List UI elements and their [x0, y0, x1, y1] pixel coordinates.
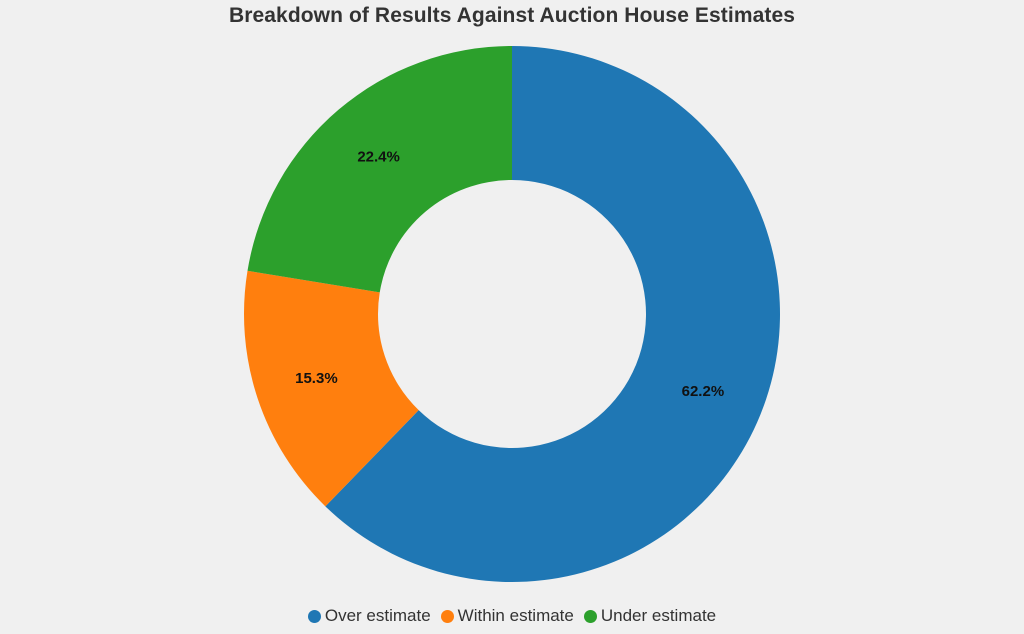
chart-title: Breakdown of Results Against Auction Hou… [228, 4, 796, 27]
slice-label-within-estimate: 15.3% [295, 370, 338, 387]
chart-legend: Over estimate Within estimate Under esti… [0, 606, 1024, 626]
legend-label-over-estimate: Over estimate [324, 606, 431, 625]
legend-label-under-estimate: Under estimate [600, 606, 717, 625]
legend-marker-over-estimate [307, 609, 321, 623]
slice-label-over-estimate: 62.2% [682, 383, 725, 400]
slice-under-estimate[interactable] [247, 46, 512, 293]
legend-label-within-estimate: Within estimate [457, 606, 574, 625]
slice-labels: 62.2% 15.3% 22.4% [295, 149, 724, 400]
donut-slices [244, 46, 780, 582]
legend-item-under-estimate[interactable]: Under estimate [583, 606, 717, 626]
legend-marker-under-estimate [583, 609, 597, 623]
legend-marker-within-estimate [440, 609, 454, 623]
legend-item-over-estimate[interactable]: Over estimate [307, 606, 431, 626]
slice-within-estimate[interactable] [244, 270, 419, 507]
slice-label-under-estimate: 22.4% [357, 149, 400, 166]
legend-item-within-estimate[interactable]: Within estimate [440, 606, 574, 626]
slice-over-estimate[interactable] [325, 46, 780, 582]
